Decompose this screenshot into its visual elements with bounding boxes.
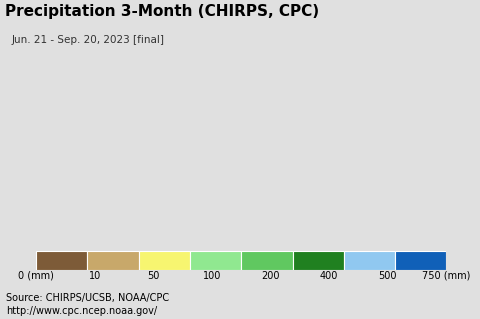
Text: Source: CHIRPS/UCSB, NOAA/CPC: Source: CHIRPS/UCSB, NOAA/CPC: [6, 293, 169, 303]
Bar: [292, 251, 344, 270]
Text: Jun. 21 - Sep. 20, 2023 [final]: Jun. 21 - Sep. 20, 2023 [final]: [12, 35, 165, 45]
Bar: [344, 251, 395, 270]
Text: 400: 400: [320, 271, 338, 281]
Bar: [87, 251, 139, 270]
Bar: [139, 251, 190, 270]
Text: 500: 500: [379, 271, 397, 281]
Text: 50: 50: [147, 271, 159, 281]
Bar: [190, 251, 241, 270]
Text: 100: 100: [203, 271, 221, 281]
Bar: [395, 251, 446, 270]
Text: 10: 10: [88, 271, 101, 281]
Text: Precipitation 3-Month (CHIRPS, CPC): Precipitation 3-Month (CHIRPS, CPC): [5, 4, 319, 19]
Text: 750 (mm): 750 (mm): [422, 271, 470, 281]
Text: 200: 200: [261, 271, 280, 281]
Text: http://www.cpc.ncep.noaa.gov/: http://www.cpc.ncep.noaa.gov/: [6, 306, 157, 316]
Bar: [36, 251, 87, 270]
Text: 0 (mm): 0 (mm): [18, 271, 54, 281]
Bar: [241, 251, 292, 270]
